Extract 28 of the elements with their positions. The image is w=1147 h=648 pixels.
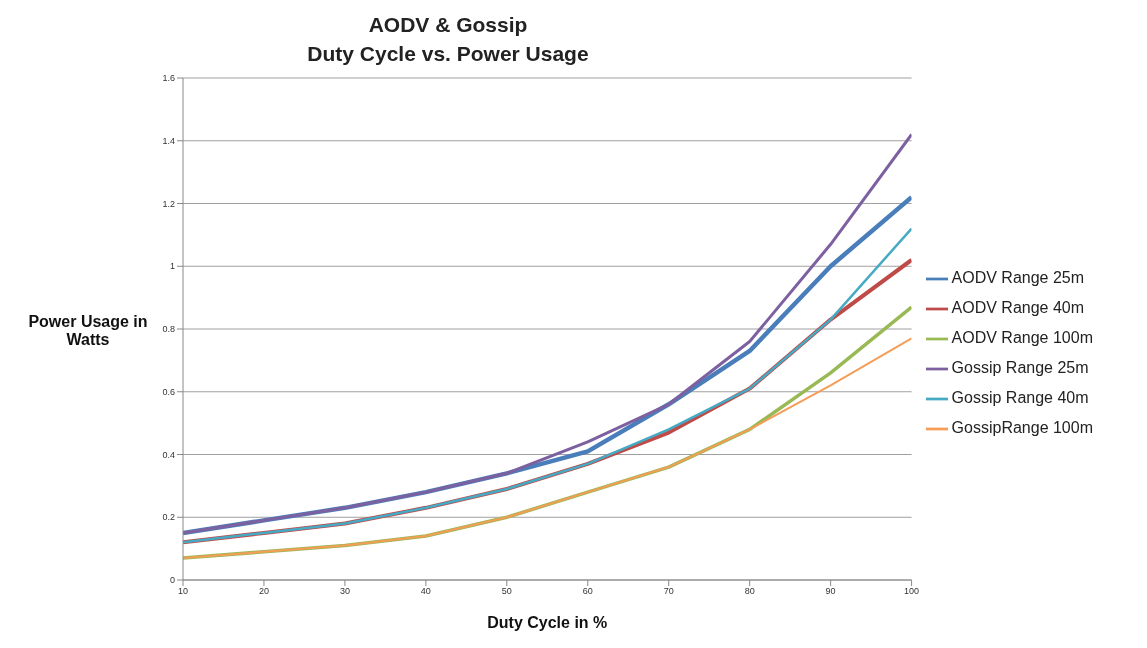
y-tick-label: 1.2 <box>162 198 175 209</box>
x-tick-label: 50 <box>501 586 512 597</box>
x-tick-label: 20 <box>258 586 269 597</box>
x-tick-label: 70 <box>663 586 674 597</box>
y-tick-label: 0.8 <box>162 324 175 335</box>
x-tick-label: 40 <box>420 586 431 597</box>
y-tick-label: 1.4 <box>162 135 175 146</box>
x-tick-label: 10 <box>177 586 189 597</box>
legend-label: Gossip Range 40m <box>951 389 1089 406</box>
x-tick-label: 30 <box>339 586 350 597</box>
chart-title: AODV & Gossip Duty Cycle vs. Power Usage <box>306 12 590 67</box>
legend-label: Gossip Range 25m <box>951 359 1089 376</box>
y-tick-label: 0.4 <box>162 449 175 460</box>
legend-label: AODV Range 40m <box>951 299 1085 316</box>
y-tick-label: 0 <box>169 575 175 586</box>
legend-label: AODV Range 25m <box>951 269 1085 286</box>
legend-label: GossipRange 100m <box>951 419 1093 436</box>
y-tick-label: 1.6 <box>162 73 175 84</box>
x-tick-label: 80 <box>744 586 755 597</box>
y-tick-label: 1 <box>169 261 175 272</box>
y-axis-title: Power Usage in Watts <box>28 313 148 348</box>
y-tick-label: 0.6 <box>162 386 175 397</box>
y-tick-label: 0.2 <box>162 512 175 523</box>
x-axis-title: Duty Cycle in % <box>487 614 608 631</box>
x-tick-label: 60 <box>582 586 593 597</box>
x-tick-label: 90 <box>825 586 836 597</box>
x-tick-label: 100 <box>904 586 920 597</box>
legend-label: AODV Range 100m <box>951 329 1093 346</box>
